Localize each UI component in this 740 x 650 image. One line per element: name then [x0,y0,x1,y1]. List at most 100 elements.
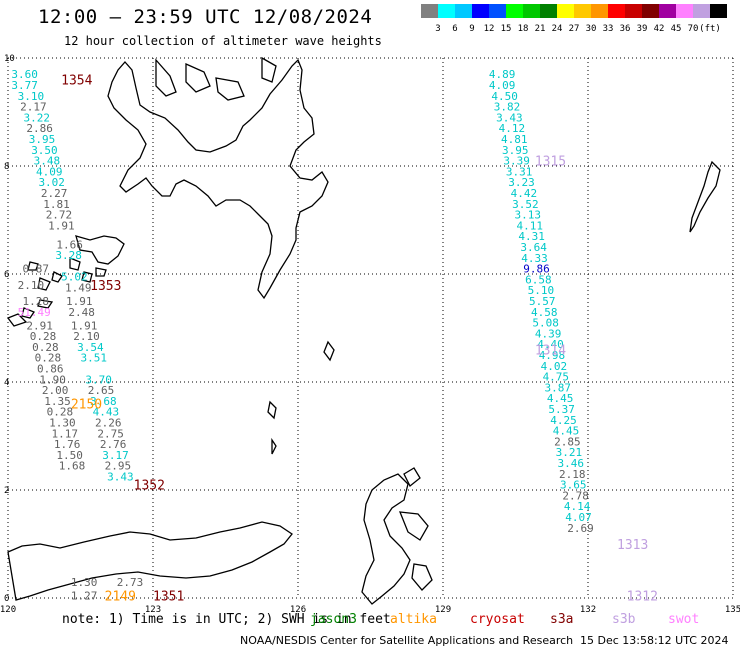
wave-height-value: 0.28 [30,330,57,343]
pass-number-label: 1315 [535,155,566,170]
colorbar-tick-label: 42 [654,24,665,34]
wave-height-value: 0.28 [32,341,59,354]
colorbar-tick-label: 70 [688,24,699,34]
wave-height-value: 3.46 [558,457,585,470]
wave-height-value: 2.86 [26,122,53,135]
color-swatch [472,4,489,18]
wave-height-value: 4.43 [93,406,120,419]
wave-height-value: 1.81 [43,198,70,211]
tawi-tawi-3 [37,299,54,309]
wave-height-value: 5.02 [61,271,88,284]
chart-subtitle: 12 hour collection of altimeter wave hei… [64,34,382,48]
wave-height-value: 1.91 [48,219,75,232]
wave-height-value: 4.98 [539,349,566,362]
wave-height-value: 1.30 [49,417,75,430]
legend-cryosat: cryosat [470,612,525,627]
observation-values: 3.603.773.102.173.222.863.953.503.484.09… [11,68,593,602]
wave-height-value: 9.86 [523,263,550,276]
color-swatch [506,4,523,18]
pass-number-label: 1352 [134,479,165,494]
wave-height-value: 3.22 [23,111,50,124]
sangihe-island-2 [267,400,277,420]
island-north-1 [155,58,177,97]
wave-height-value: 2.85 [554,435,581,448]
y-tick-label: 2 [4,486,9,496]
color-swatch [438,4,455,18]
wave-height-value: 3.70 [85,373,112,386]
wave-height-value: 3.31 [506,165,533,178]
pass-number-label: 1313 [617,538,648,553]
wave-height-value: 2.26 [95,417,122,430]
wave-height-value: 4.58 [531,306,558,319]
sangihe-island-1 [323,340,335,362]
wave-height-value: 4.89 [489,68,515,81]
legend-s3a: s3a [550,612,574,627]
wave-height-value: 4.40 [537,338,564,351]
chart-title: 12:00 – 23:59 UTC 12/08/2024 [38,6,373,28]
wave-height-value: 2.48 [68,306,95,319]
wave-height-value: 3.52 [512,198,539,211]
mindanao-coastline [107,58,329,300]
wave-height-value: 5.37 [548,403,575,416]
pass-number-label: 1314 [535,344,566,359]
coastline-map [6,56,721,605]
wave-height-value: 2.65 [88,384,115,397]
wave-height-value: 2.17 [20,101,47,114]
y-tick-label: 10 [4,54,15,64]
wave-height-value: 4.12 [499,122,526,135]
colorbar-tick-label: 30 [586,24,597,34]
sulu-island-1 [69,257,81,271]
island-north-4 [261,56,277,83]
wave-height-value: 4.25 [550,414,577,427]
wave-height-value: 1.50 [56,449,82,462]
pass-number-label: 2150 [71,398,102,413]
wave-height-value: 3.39 [503,155,529,168]
colorbar-tick-label: 15 [501,24,512,34]
wave-height-value: 4.50 [491,90,518,103]
wave-height-value: 1.66 [56,238,82,251]
wave-height-value: 1.17 [52,427,79,440]
wave-height-value: 3.13 [515,209,542,222]
zamboanga-peninsula [75,235,125,265]
wave-height-value: 3.21 [556,446,583,459]
wave-height-value: 4.09 [489,79,515,92]
wave-height-value: 1.27 [71,589,98,602]
wave-height-value: 3.60 [11,68,37,81]
sangihe-island-3 [271,437,277,455]
tawi-tawi-2 [21,307,35,319]
wave-height-value: 2.76 [100,438,127,451]
x-tick-label: 120 [0,605,16,615]
legend-s3b: s3b [612,612,636,627]
wave-height-value: 2.10 [73,330,100,343]
pass-number-label: 1351 [153,589,184,604]
color-swatch [455,4,472,18]
color-swatch [659,4,676,18]
wave-height-value: 3.28 [55,249,82,262]
wave-height-value: 4.31 [518,230,545,243]
color-swatch [693,4,710,18]
colorbar-tick-label: 45 [671,24,682,34]
color-scale-legend: 3 6 9 12 15 18 21 24 27 30 33 36 39 42 45 70 (ft) [421,4,727,34]
wave-height-value: 4.33 [521,252,548,265]
wave-height-value: 3.10 [18,90,44,103]
wave-height-value: 1.90 [39,373,66,386]
pass-number-label: 1353 [90,279,121,294]
wave-height-value: 0.28 [35,352,62,365]
colorbar-tick-label: 12 [484,24,495,34]
x-tick-label: 135 [725,605,740,615]
wave-height-value: 2.69 [567,522,594,535]
wave-height-value: 2.27 [41,187,68,200]
legend-jason3: jason3 [310,612,357,627]
colorbar-tick-label: (ft) [699,24,721,34]
wave-height-value: 3.65 [560,479,587,492]
x-tick-label: 132 [580,605,596,615]
wave-height-value: 3.02 [38,176,64,189]
halmahera [361,473,411,605]
wave-height-value: 3.95 [502,144,529,157]
wave-height-value: 1.76 [54,438,81,451]
pass-labels: 1354 1353 1352 1351 1315 1314 1313 1312 2150 2149 [61,74,658,605]
x-tick-label: 126 [290,605,306,615]
halmahera-south-island [411,563,433,591]
wave-height-value: 0.87 [23,263,50,276]
wave-height-value: 2.18 [559,468,586,481]
